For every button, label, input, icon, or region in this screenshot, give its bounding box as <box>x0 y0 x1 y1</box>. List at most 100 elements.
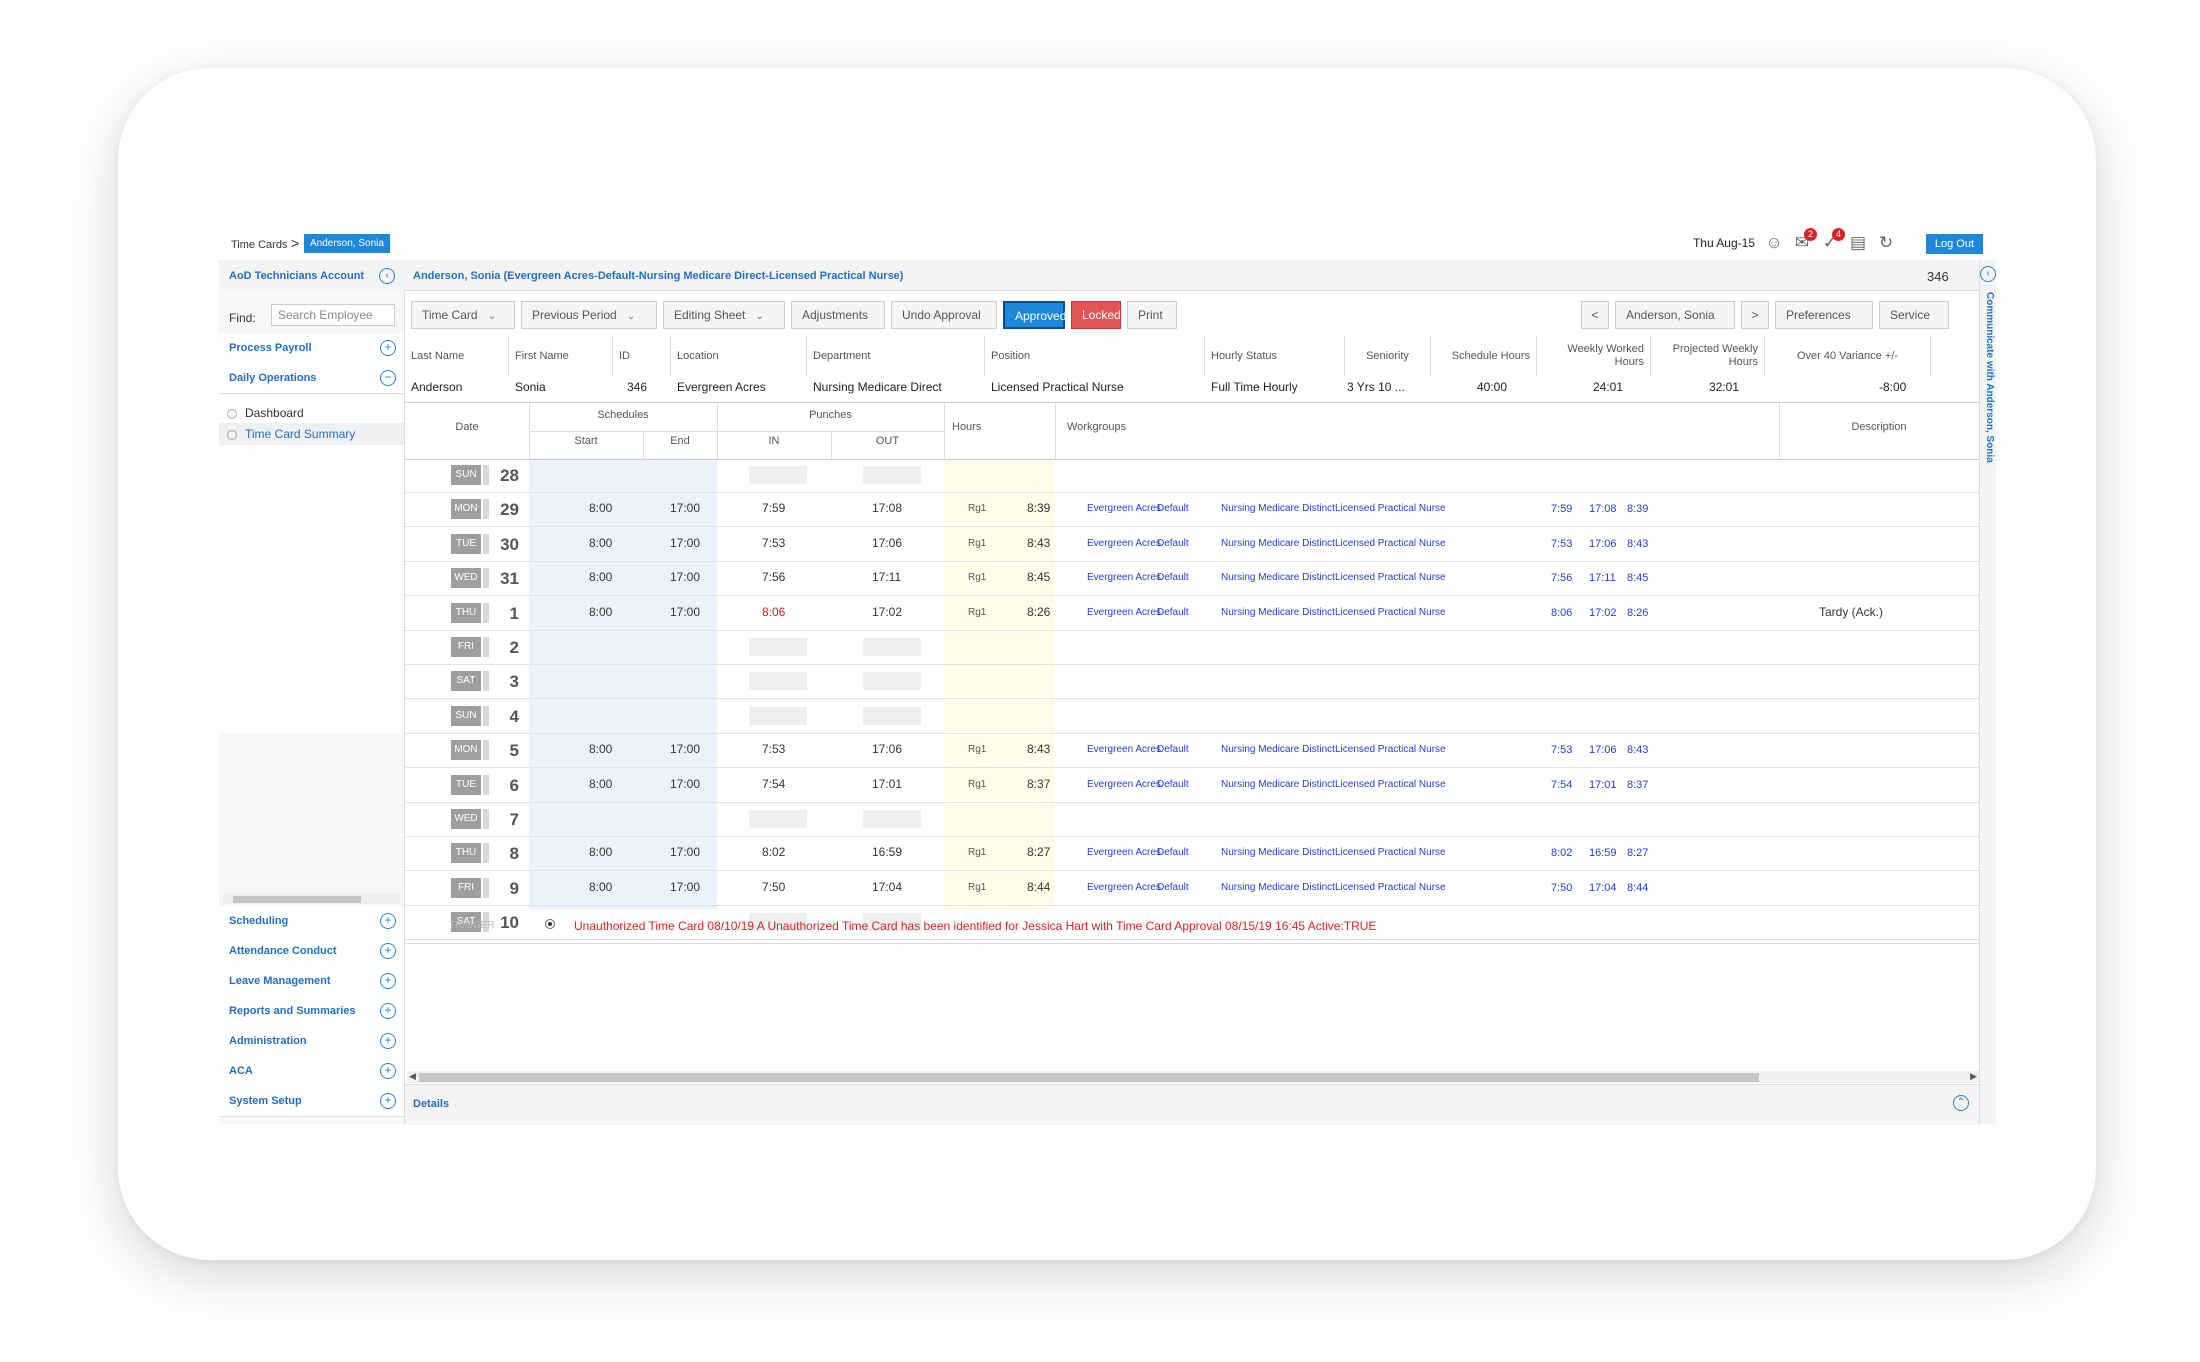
summary-out[interactable]: 17:08 <box>1589 503 1617 516</box>
schedule-end[interactable]: 17:00 <box>670 879 701 894</box>
punch-in-empty-field[interactable] <box>749 466 807 484</box>
workgroup-department[interactable]: Nursing Medicare Distinct <box>1221 537 1335 549</box>
schedule-start[interactable]: 8:00 <box>589 776 613 791</box>
preferences-button[interactable]: Preferences <box>1775 301 1873 329</box>
sidebar-section-administration[interactable]: Administration + <box>219 1026 404 1057</box>
workgroup-position[interactable]: Licensed Practical Nurse <box>1335 744 1446 756</box>
schedule-end[interactable]: 17:00 <box>670 501 701 516</box>
table-row[interactable]: FRI 2 <box>405 630 1979 665</box>
punch-out[interactable]: 17:11 <box>872 570 902 585</box>
logout-button[interactable]: Log Out <box>1925 234 1983 254</box>
table-row[interactable]: WED 7 <box>405 802 1979 837</box>
sidebar-section-system-setup[interactable]: System Setup + <box>219 1086 404 1117</box>
document-icon[interactable]: ▤ <box>1849 233 1867 252</box>
expand-plus-icon[interactable]: + <box>380 973 396 989</box>
sidebar-section-reports[interactable]: Reports and Summaries + <box>219 996 404 1027</box>
editing-sheet-dropdown[interactable]: Editing Sheet ⌄ <box>663 301 785 329</box>
expand-plus-icon[interactable]: + <box>380 1033 396 1049</box>
workgroup-location[interactable]: Evergreen Acres <box>1087 778 1161 790</box>
workgroup-location[interactable]: Evergreen Acres <box>1087 503 1161 515</box>
sidebar-scrollbar[interactable] <box>223 894 401 904</box>
summary-hours[interactable]: 8:43 <box>1627 537 1649 550</box>
summary-in[interactable]: 7:53 <box>1551 744 1573 757</box>
schedule-start[interactable]: 8:00 <box>589 845 613 860</box>
workgroup-default[interactable]: Default <box>1157 744 1189 756</box>
workgroup-department[interactable]: Nursing Medicare Distinct <box>1221 881 1335 893</box>
schedule-start[interactable]: 8:00 <box>589 535 613 550</box>
workgroup-default[interactable]: Default <box>1157 606 1189 618</box>
time-card-dropdown[interactable]: Time Card ⌄ <box>411 301 515 329</box>
punch-out-empty-field[interactable] <box>863 466 921 484</box>
schedule-start[interactable]: 8:00 <box>589 570 613 585</box>
scrollbar-thumb[interactable] <box>233 896 361 903</box>
table-row[interactable]: FRI 9 8:00 17:00 7:50 17:04 Rg1 8:44 Evergreen A… <box>405 871 1979 906</box>
summary-hours[interactable]: 8:45 <box>1627 572 1649 585</box>
schedule-start[interactable]: 8:00 <box>589 742 613 757</box>
punch-out[interactable]: 17:06 <box>872 535 903 550</box>
punch-out[interactable]: 17:01 <box>872 776 903 791</box>
sidebar-subitem-dashboard[interactable]: Dashboard <box>227 406 304 420</box>
employee-select[interactable]: Anderson, Sonia <box>1615 301 1735 329</box>
workgroup-department[interactable]: Nursing Medicare Distinct <box>1221 503 1335 515</box>
next-employee-button[interactable]: > <box>1741 301 1769 329</box>
expand-plus-icon[interactable]: + <box>380 943 396 959</box>
schedule-end[interactable]: 17:00 <box>670 742 701 757</box>
table-row[interactable]: SAT 3 <box>405 664 1979 700</box>
punch-in-empty-field[interactable] <box>749 810 807 828</box>
summary-hours[interactable]: 8:44 <box>1627 881 1649 894</box>
summary-hours[interactable]: 8:39 <box>1627 503 1649 516</box>
summary-hours[interactable]: 8:37 <box>1627 778 1649 791</box>
punch-in[interactable]: 8:06 <box>762 604 786 619</box>
table-row[interactable]: TUE 6 8:00 17:00 7:54 17:01 Rg1 8:37 Evergreen A… <box>405 768 1979 803</box>
workgroup-location[interactable]: Evergreen Acres <box>1087 744 1161 756</box>
summary-in[interactable]: 8:06 <box>1551 606 1573 619</box>
table-row[interactable]: WED 31 8:00 17:00 7:56 17:11 Rg1 8:45 Evergreen … <box>405 561 1979 597</box>
table-row[interactable]: THU 1 8:00 17:00 8:06 17:02 Rg1 8:26 Evergreen A… <box>405 596 1979 631</box>
sidebar-item-daily-operations[interactable]: Daily Operations − <box>219 363 404 394</box>
schedule-end[interactable]: 17:00 <box>670 845 701 860</box>
workgroup-location[interactable]: Evergreen Acres <box>1087 881 1161 893</box>
table-row[interactable]: SUN 4 <box>405 699 1979 734</box>
summary-out[interactable]: 17:04 <box>1589 881 1617 894</box>
punch-in[interactable]: 7:54 <box>762 776 786 791</box>
punch-in[interactable]: 8:02 <box>762 845 786 860</box>
workgroup-position[interactable]: Licensed Practical Nurse <box>1335 537 1446 549</box>
workgroup-department[interactable]: Nursing Medicare Distinct <box>1221 572 1335 584</box>
expand-plus-icon[interactable]: + <box>380 340 396 356</box>
expand-plus-icon[interactable]: + <box>380 1093 396 1109</box>
expand-up-icon[interactable]: ⌃ <box>1953 1095 1969 1111</box>
sidebar-section-scheduling[interactable]: Scheduling + <box>219 906 404 937</box>
user-icon[interactable]: ☺ <box>1765 233 1783 252</box>
summary-out[interactable]: 17:06 <box>1589 744 1617 757</box>
scroll-right-icon[interactable]: ▶ <box>1970 1071 1977 1081</box>
print-button[interactable]: Print <box>1127 301 1177 329</box>
details-label[interactable]: Details <box>413 1098 450 1110</box>
workgroup-location[interactable]: Evergreen Acres <box>1087 537 1161 549</box>
service-button[interactable]: Service <box>1879 301 1949 329</box>
schedule-start[interactable]: 8:00 <box>589 879 613 894</box>
summary-out[interactable]: 16:59 <box>1589 847 1617 860</box>
summary-out[interactable]: 17:02 <box>1589 606 1617 619</box>
workgroup-position[interactable]: Licensed Practical Nurse <box>1335 572 1446 584</box>
expand-plus-icon[interactable]: + <box>380 1003 396 1019</box>
workgroup-default[interactable]: Default <box>1157 881 1189 893</box>
table-row[interactable]: MON 29 8:00 17:00 7:59 17:08 Rg1 8:39 Evergreen … <box>405 492 1979 528</box>
summary-out[interactable]: 17:06 <box>1589 537 1617 550</box>
sidebar-subitem-time-card-summary[interactable]: Time Card Summary <box>219 423 404 445</box>
sidebar-item-process-payroll[interactable]: Process Payroll + <box>219 333 404 364</box>
table-row[interactable]: TUE 30 8:00 17:00 7:53 17:06 Rg1 8:43 Evergreen … <box>405 527 1979 562</box>
punch-out-empty-field[interactable] <box>863 706 921 725</box>
messages-icon[interactable]: ✉ 2 <box>1791 228 1817 254</box>
punch-in-empty-field[interactable] <box>749 706 807 725</box>
punch-in[interactable]: 7:53 <box>762 742 786 757</box>
workgroup-position[interactable]: Licensed Practical Nurse <box>1335 503 1446 515</box>
sidebar-section-aca[interactable]: ACA + <box>219 1056 404 1087</box>
undo-approval-button[interactable]: Undo Approval <box>891 301 997 329</box>
schedule-start[interactable]: 8:00 <box>589 604 613 619</box>
grid-horizontal-scrollbar[interactable]: ◀ ▶ <box>407 1071 1979 1083</box>
workgroup-position[interactable]: Licensed Practical Nurse <box>1335 778 1446 790</box>
punch-out[interactable]: 17:02 <box>872 604 903 619</box>
collapse-minus-icon[interactable]: − <box>380 370 396 386</box>
breadcrumb-root[interactable]: Time Cards <box>231 239 288 251</box>
punch-out-empty-field[interactable] <box>863 810 921 828</box>
